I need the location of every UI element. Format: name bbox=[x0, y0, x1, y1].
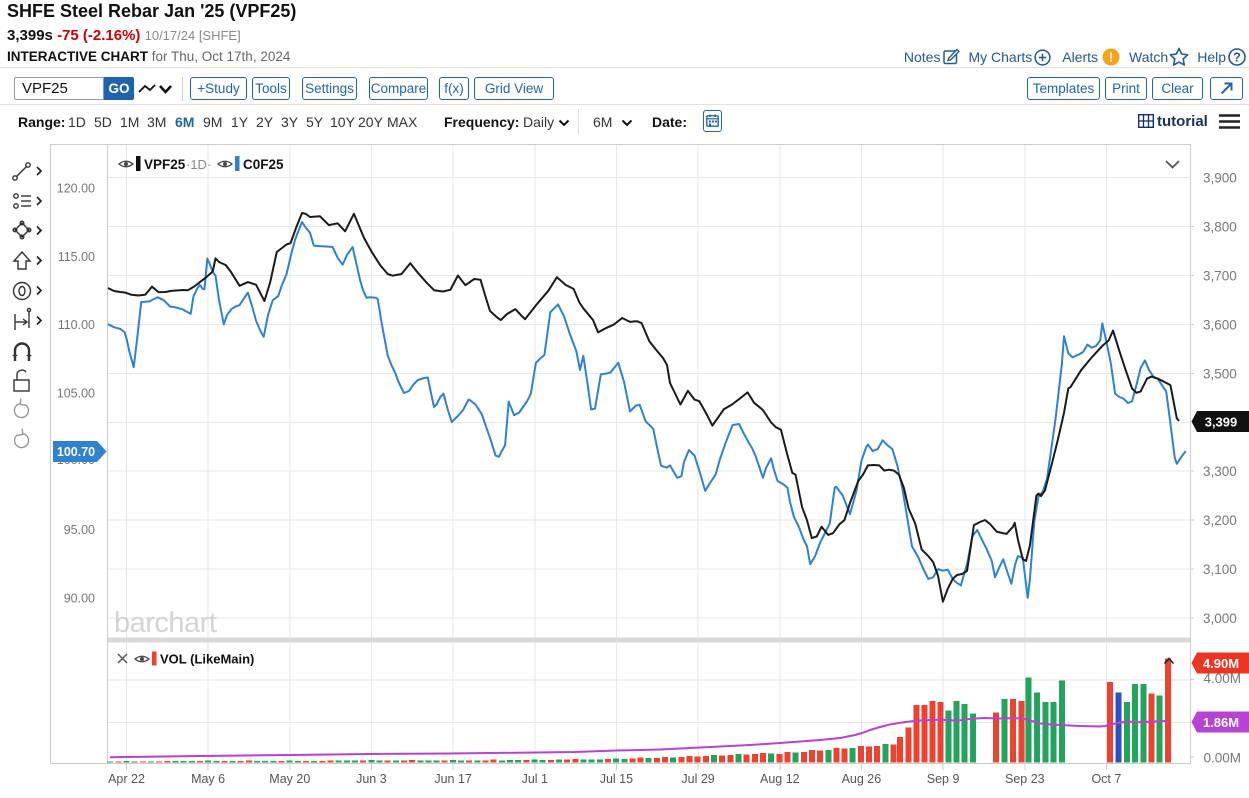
svg-text:Sep 23: Sep 23 bbox=[1005, 772, 1045, 786]
svg-text:Jul 15: Jul 15 bbox=[600, 772, 633, 786]
svg-text:95.00: 95.00 bbox=[64, 523, 95, 537]
svg-text:Sep 9: Sep 9 bbox=[927, 772, 960, 786]
svg-text:·1D·: ·1D· bbox=[186, 157, 211, 172]
svg-text:3,000: 3,000 bbox=[1203, 611, 1237, 626]
svg-text:VOL (LikeMain): VOL (LikeMain) bbox=[160, 652, 254, 667]
svg-text:Oct 7: Oct 7 bbox=[1091, 772, 1121, 786]
svg-text:barchart: barchart bbox=[114, 607, 217, 639]
svg-text:VPF25: VPF25 bbox=[144, 157, 186, 172]
svg-text:3,800: 3,800 bbox=[1203, 220, 1237, 235]
svg-text:100.70: 100.70 bbox=[57, 445, 95, 459]
svg-text:3,100: 3,100 bbox=[1203, 562, 1237, 577]
svg-text:Aug 12: Aug 12 bbox=[760, 772, 800, 786]
svg-text:3,500: 3,500 bbox=[1203, 366, 1237, 381]
svg-text:3,600: 3,600 bbox=[1203, 317, 1237, 332]
svg-text:90.00: 90.00 bbox=[64, 592, 95, 606]
svg-text:0.00M: 0.00M bbox=[1204, 751, 1242, 766]
svg-text:105.00: 105.00 bbox=[57, 387, 95, 401]
svg-text:3,900: 3,900 bbox=[1203, 171, 1237, 186]
svg-text:3,200: 3,200 bbox=[1203, 513, 1237, 528]
svg-text:4.00M: 4.00M bbox=[1204, 671, 1242, 686]
svg-text:3,399: 3,399 bbox=[1205, 415, 1238, 430]
svg-text:Jun 17: Jun 17 bbox=[434, 772, 472, 786]
svg-text:4.90M: 4.90M bbox=[1203, 656, 1239, 671]
svg-text:!: ! bbox=[1109, 50, 1113, 65]
svg-text:C0F25: C0F25 bbox=[243, 157, 284, 172]
svg-text:110.00: 110.00 bbox=[58, 318, 95, 332]
svg-text:Jun 3: Jun 3 bbox=[356, 772, 387, 786]
svg-text:3,700: 3,700 bbox=[1203, 268, 1237, 283]
svg-text:?: ? bbox=[1233, 50, 1241, 64]
svg-text:Aug 26: Aug 26 bbox=[842, 772, 882, 786]
svg-text:120.00: 120.00 bbox=[57, 182, 95, 196]
svg-text:Jul 1: Jul 1 bbox=[522, 772, 548, 786]
svg-text:May 20: May 20 bbox=[269, 772, 310, 786]
svg-text:3,300: 3,300 bbox=[1203, 464, 1237, 479]
svg-text:Jul 29: Jul 29 bbox=[681, 772, 714, 786]
svg-text:1.86M: 1.86M bbox=[1203, 715, 1239, 730]
svg-text:Apr 22: Apr 22 bbox=[108, 772, 145, 786]
svg-text:May 6: May 6 bbox=[191, 772, 225, 786]
svg-text:115.00: 115.00 bbox=[58, 250, 95, 264]
